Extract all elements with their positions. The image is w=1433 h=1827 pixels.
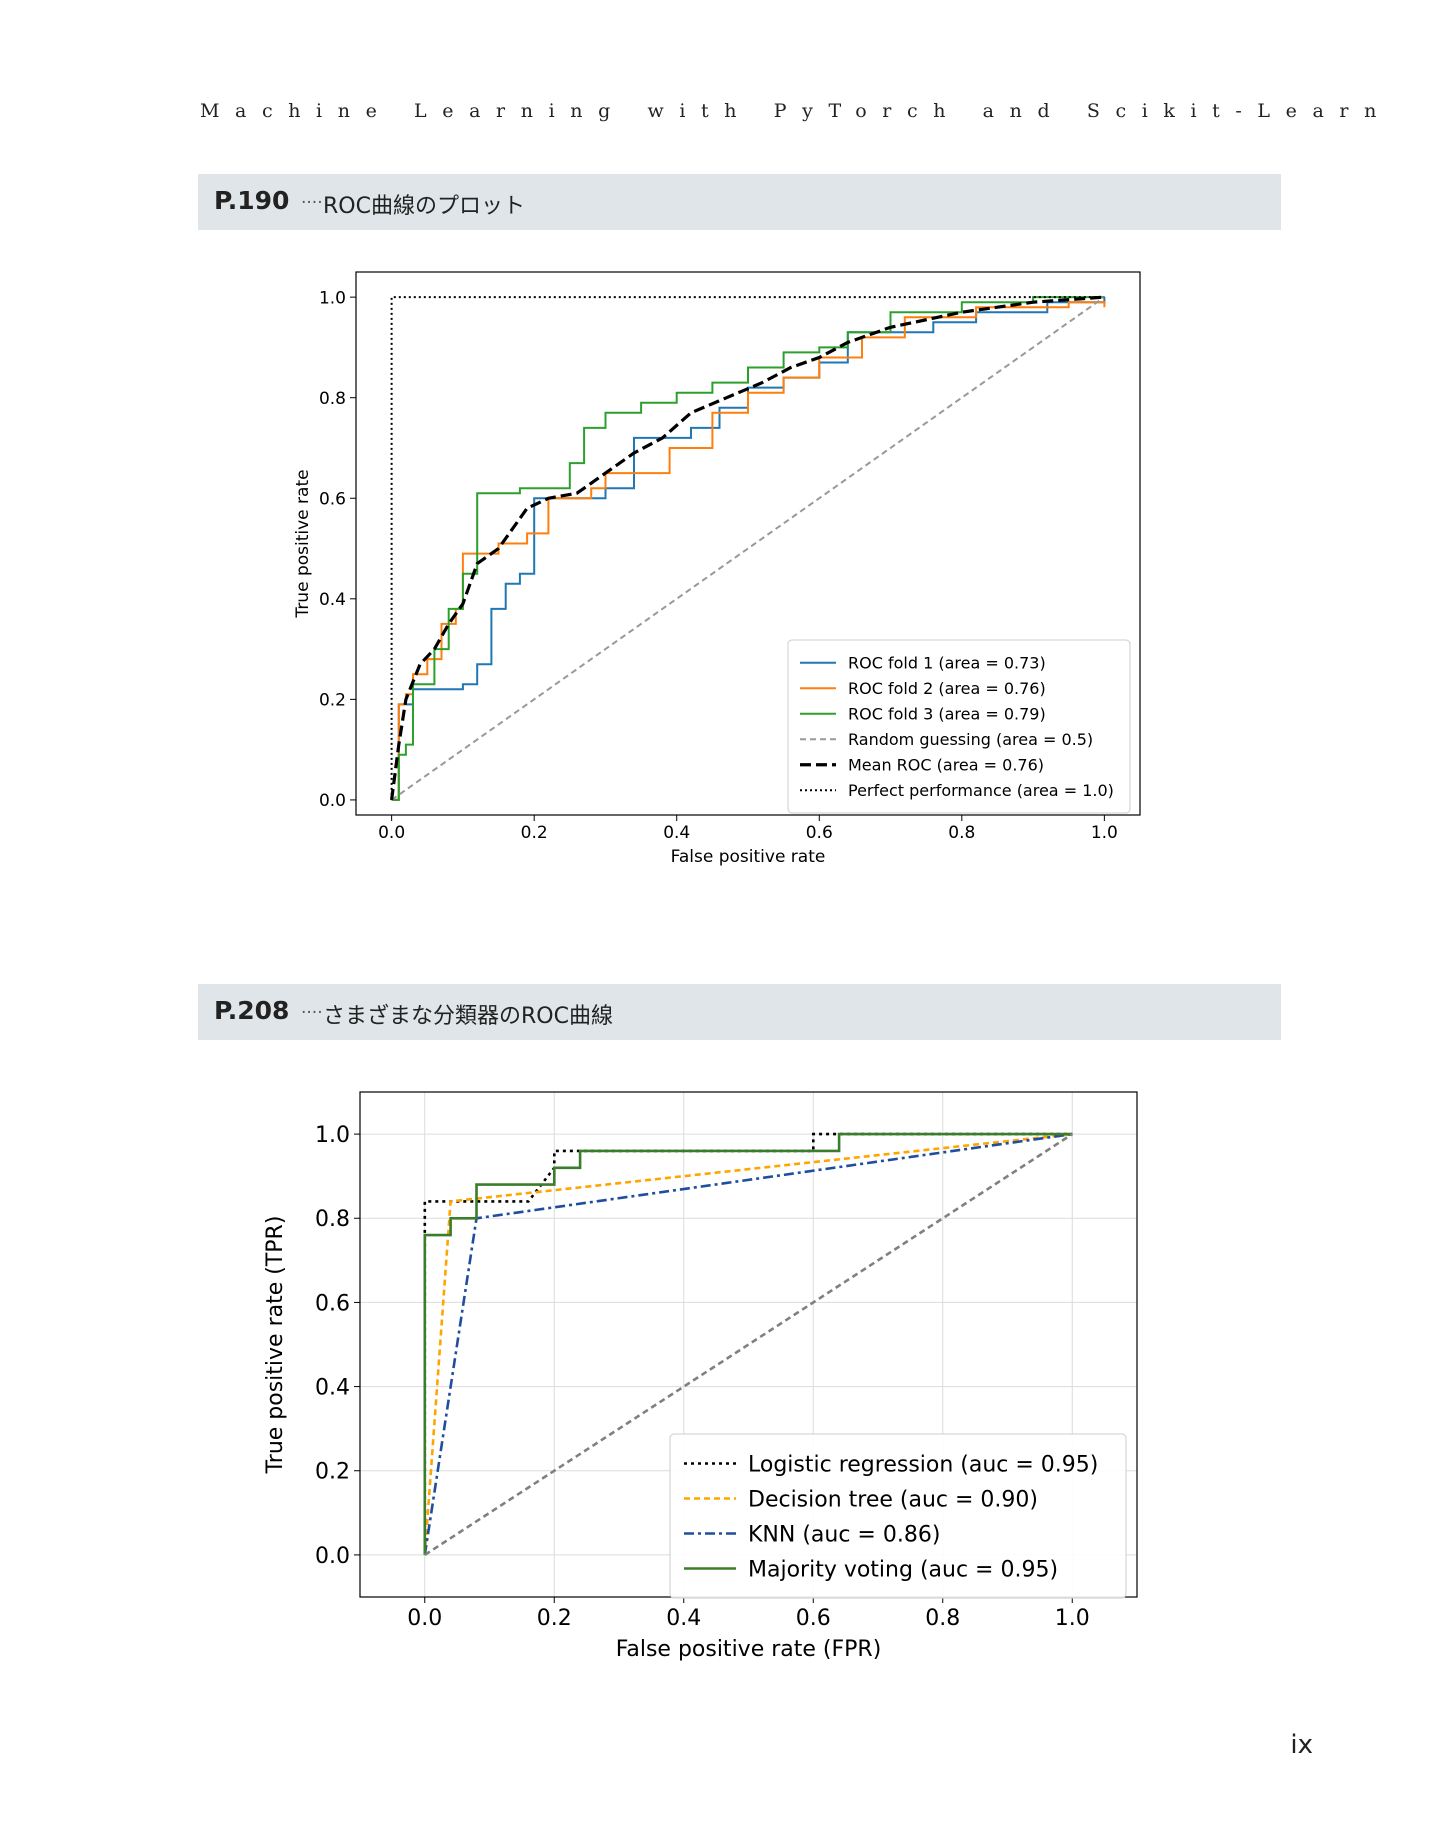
roc-classifiers-chart: 0.0 0.2 0.4 0.6 0.8 1.0 0.0 0.2 0.4 0.6 0.8 1.0 Fals… (263, 1091, 1138, 1662)
series-line-1 (391, 297, 1106, 801)
x-axis-label: False positive rate (671, 847, 826, 867)
legend-entry: Perfect performance (area = 1.0) (848, 781, 1114, 800)
roc-folds-chart: 0.0 0.2 0.4 0.6 0.8 1.0 0.0 0.2 0.4 0.6 0.8 1.0 Fals… (293, 271, 1141, 867)
page-number: ix (1290, 1730, 1313, 1760)
legend-entry: Logistic regression (auc = 0.95) (748, 1452, 1098, 1477)
y-tick-label: 1.0 (319, 288, 346, 308)
y-axis-label: True positive rate (TPR) (263, 1216, 288, 1475)
legend-entry: ROC fold 3 (area = 0.79) (848, 705, 1046, 724)
legend-entry: Random guessing (area = 0.5) (848, 730, 1093, 749)
section-title: さまざまな分類器のROC曲線 (323, 1004, 613, 1029)
section-number: P.208 (214, 996, 290, 1025)
legend-entry: Mean ROC (area = 0.76) (848, 756, 1044, 775)
x-tick-label: 0.0 (407, 1606, 442, 1631)
y-tick-label: 0.2 (319, 690, 346, 710)
section-leader-dots: .... (301, 998, 323, 1018)
section-number: P.190 (214, 186, 290, 215)
y-tick-label: 0.6 (315, 1291, 350, 1316)
section-header-p208: P.208 .... さまざまな分類器のROC曲線 (198, 984, 1281, 1040)
x-tick-label: 0.6 (806, 823, 833, 843)
x-tick-label: 0.2 (521, 823, 548, 843)
series-line-3 (391, 296, 1105, 801)
x-tick-label: 0.2 (537, 1606, 572, 1631)
running-head: Machine Learning with PyTorch and Scikit… (200, 100, 1392, 122)
y-tick-label: 0.2 (315, 1460, 350, 1485)
x-tick-label: 0.4 (663, 823, 690, 843)
x-tick-label: 0.8 (948, 823, 975, 843)
section-header-p190: P.190 .... ROC曲線のプロット (198, 174, 1281, 230)
series-line-5 (424, 1133, 1074, 1556)
y-tick-label: 0.4 (315, 1376, 350, 1401)
series-line-2 (391, 301, 1106, 801)
x-tick-label: 1.0 (1091, 823, 1118, 843)
series-line-4 (423, 1132, 1073, 1555)
y-tick-label: 0.8 (315, 1207, 350, 1232)
legend-entry: Majority voting (auc = 0.95) (748, 1557, 1058, 1582)
y-tick-label: 0.0 (319, 791, 346, 811)
legend: ROC fold 1 (area = 0.73) ROC fold 2 (area… (787, 639, 1131, 814)
x-tick-label: 1.0 (1055, 1606, 1090, 1631)
x-tick-label: 0.0 (378, 823, 405, 843)
legend-box (787, 639, 1131, 814)
y-axis-label: True positive rate (293, 469, 313, 618)
series-line-5 (390, 295, 1105, 801)
legend-entry: Decision tree (auc = 0.90) (748, 1487, 1038, 1512)
x-tick-label: 0.8 (925, 1606, 960, 1631)
legend-entry: ROC fold 2 (area = 0.76) (848, 679, 1046, 698)
section-leader-dots: .... (301, 188, 323, 208)
y-tick-label: 0.6 (319, 489, 346, 509)
legend: Logistic regression (auc = 0.95) Decision… (669, 1433, 1127, 1599)
legend-entry: KNN (auc = 0.86) (748, 1522, 940, 1547)
series-line-4 (391, 296, 1105, 801)
y-tick-label: 0.4 (319, 590, 346, 610)
x-tick-label: 0.6 (796, 1606, 831, 1631)
y-tick-label: 0.8 (319, 389, 346, 409)
legend-box (669, 1433, 1127, 1599)
y-tick-label: 1.0 (315, 1123, 350, 1148)
series-line-2 (423, 1132, 1073, 1555)
x-tick-label: 0.4 (666, 1606, 701, 1631)
legend-entry: ROC fold 1 (area = 0.73) (848, 654, 1046, 673)
plot-frame (355, 271, 1141, 816)
y-tick-label: 0.0 (315, 1544, 350, 1569)
section-title: ROC曲線のプロット (323, 194, 525, 219)
x-axis-label: False positive rate (FPR) (616, 1637, 882, 1662)
